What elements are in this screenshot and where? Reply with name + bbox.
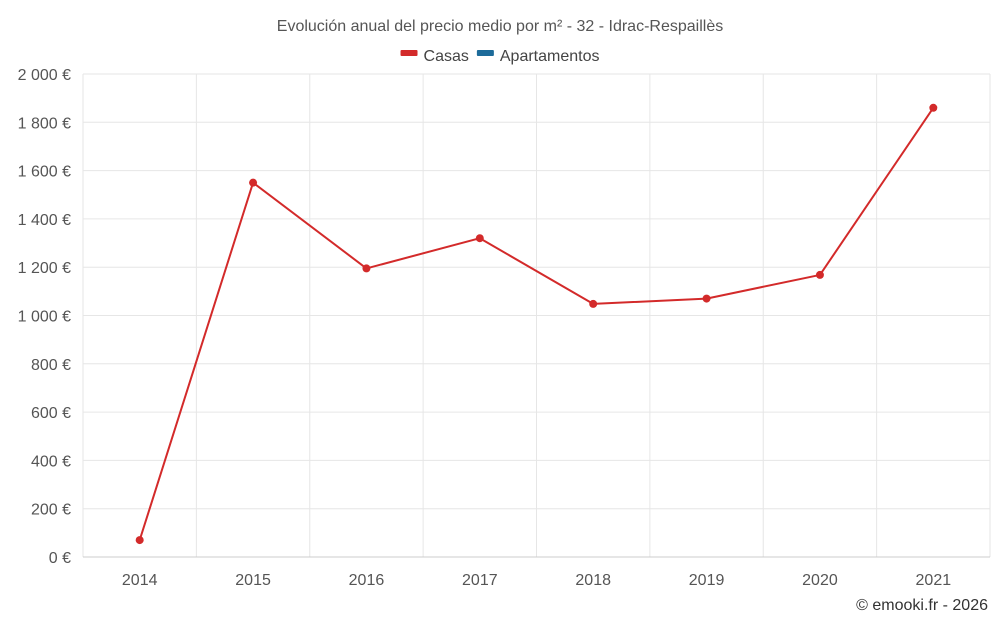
y-tick-label: 200 € xyxy=(31,502,71,519)
y-tick-label: 1 200 € xyxy=(18,260,71,277)
grid xyxy=(82,73,991,558)
y-tick-label: 0 € xyxy=(49,550,71,567)
legend-label: Apartamentos xyxy=(500,48,600,65)
legend-swatch xyxy=(476,50,494,56)
x-tick-label: 2021 xyxy=(916,572,952,589)
x-tick-label: 2016 xyxy=(349,572,385,589)
legend-label: Casas xyxy=(424,48,469,65)
y-tick-label: 1 000 € xyxy=(18,309,71,326)
data-point[interactable] xyxy=(702,294,711,303)
x-tick-label: 2015 xyxy=(235,572,271,589)
x-tick-label: 2014 xyxy=(122,572,158,589)
credit-text: © emooki.fr - 2026 xyxy=(856,597,988,614)
y-axis: 0 € 200 € 400 € 600 € 800 € 1 000 € 1 200 € 1 4… xyxy=(18,67,71,567)
x-tick-label: 2020 xyxy=(802,572,838,589)
data-point[interactable] xyxy=(589,299,598,308)
x-axis: 2014 2015 2016 2017 2018 2019 2020 2021 xyxy=(122,572,951,589)
y-tick-label: 1 800 € xyxy=(18,115,71,132)
y-tick-label: 600 € xyxy=(31,405,71,422)
y-tick-label: 400 € xyxy=(31,453,71,470)
data-point[interactable] xyxy=(135,536,144,545)
legend-item-apartamentos[interactable]: Apartamentos xyxy=(476,48,600,65)
series xyxy=(135,103,938,545)
series-line-casas xyxy=(138,107,935,541)
data-point[interactable] xyxy=(929,103,938,112)
data-point[interactable] xyxy=(249,178,258,187)
legend[interactable]: Casas Apartamentos xyxy=(400,48,600,65)
x-tick-label: 2019 xyxy=(689,572,725,589)
x-tick-label: 2018 xyxy=(575,572,611,589)
y-tick-label: 1 400 € xyxy=(18,212,71,229)
data-point[interactable] xyxy=(815,270,824,279)
y-tick-label: 1 600 € xyxy=(18,164,71,181)
x-tick-label: 2017 xyxy=(462,572,498,589)
data-point[interactable] xyxy=(475,234,484,243)
y-tick-label: 2 000 € xyxy=(18,67,71,84)
data-point[interactable] xyxy=(362,264,371,273)
legend-swatch xyxy=(400,50,418,56)
legend-item-casas[interactable]: Casas xyxy=(400,48,469,65)
y-tick-label: 800 € xyxy=(31,357,71,374)
chart-title: Evolución anual del precio medio por m² … xyxy=(277,18,723,35)
